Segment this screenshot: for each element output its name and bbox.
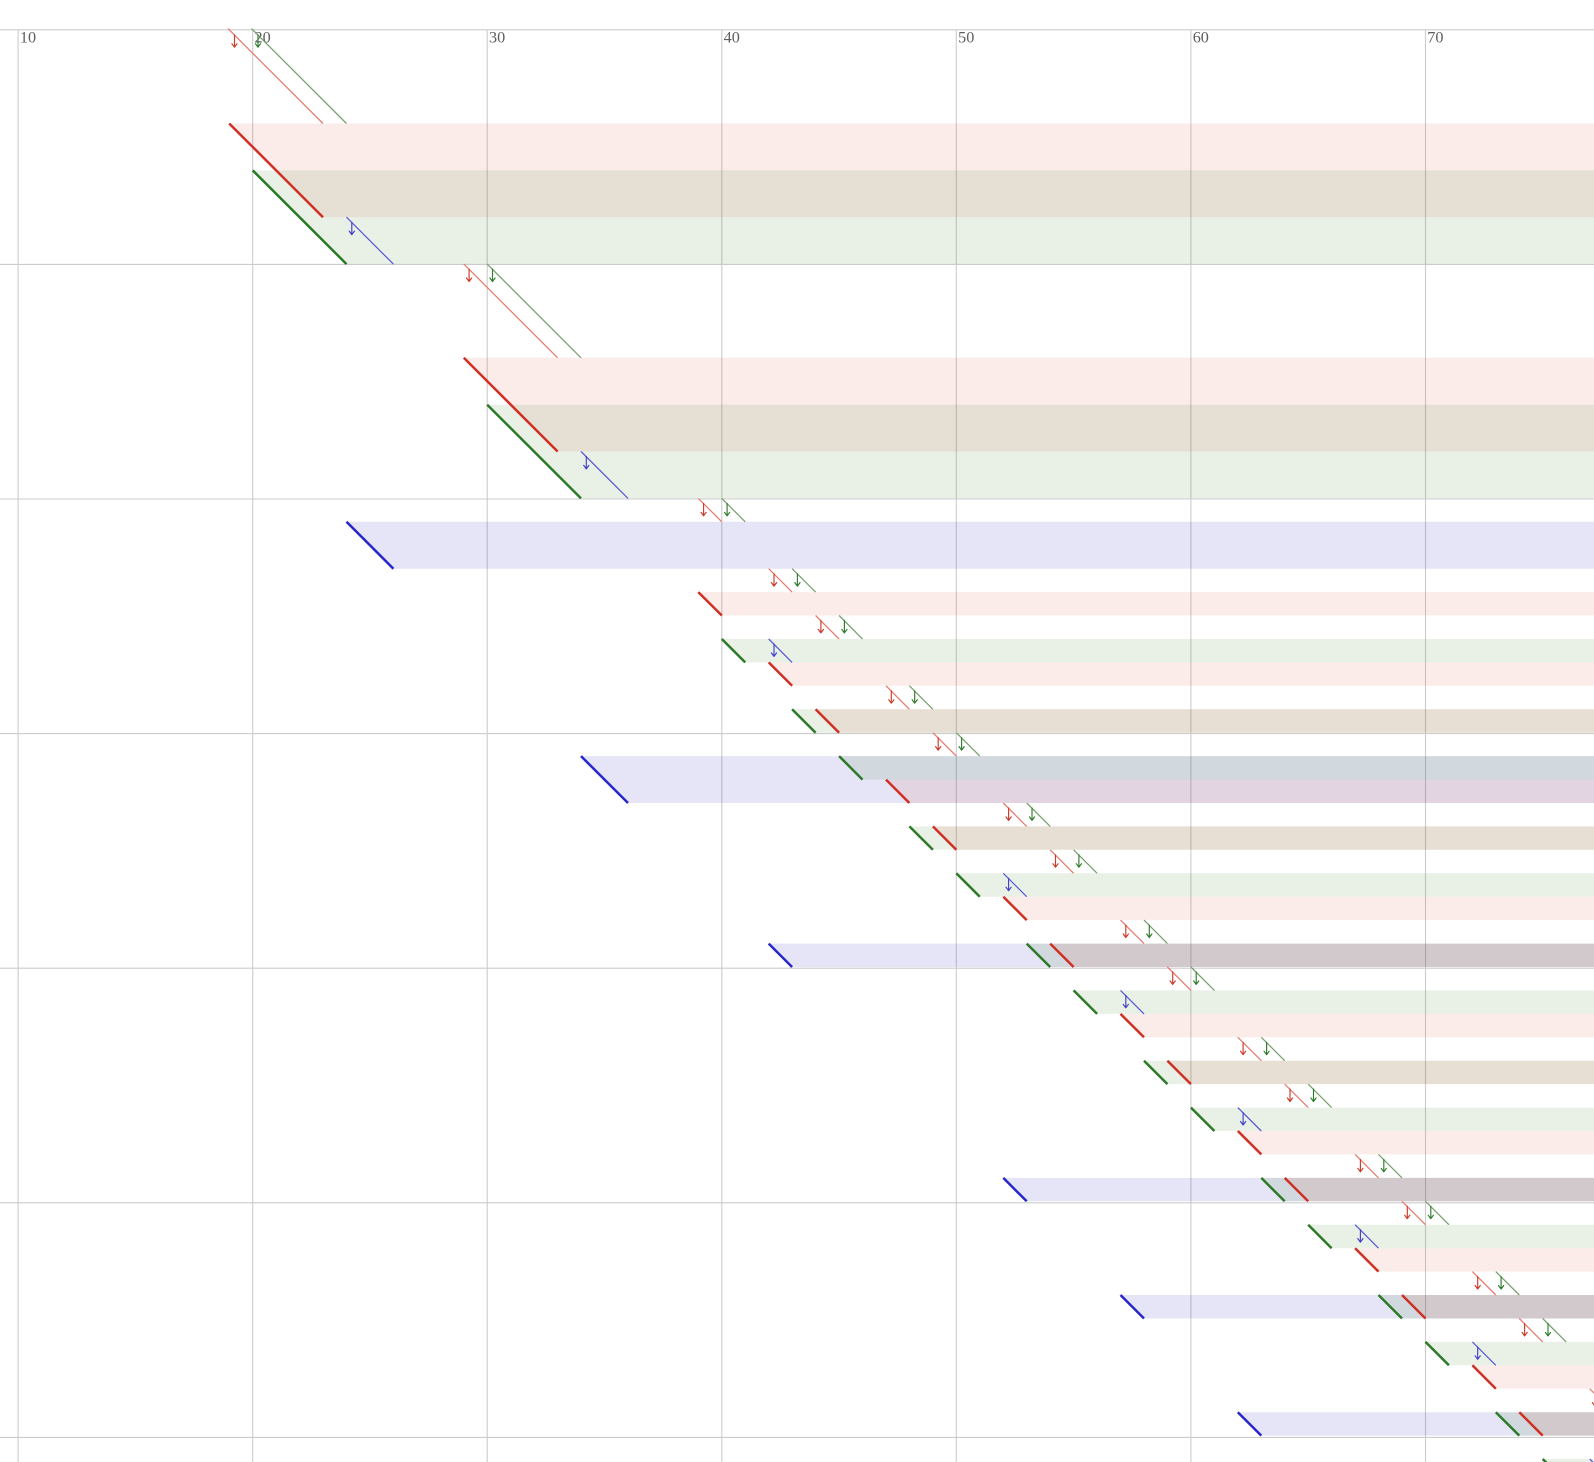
svg-text:30: 30 — [489, 29, 505, 47]
svg-text:40: 40 — [724, 29, 740, 47]
svg-text:70: 70 — [1427, 29, 1443, 47]
svg-text:20: 20 — [255, 29, 271, 47]
svg-text:10: 10 — [20, 29, 36, 47]
svg-text:50: 50 — [958, 29, 974, 47]
svg-text:60: 60 — [1193, 29, 1209, 47]
